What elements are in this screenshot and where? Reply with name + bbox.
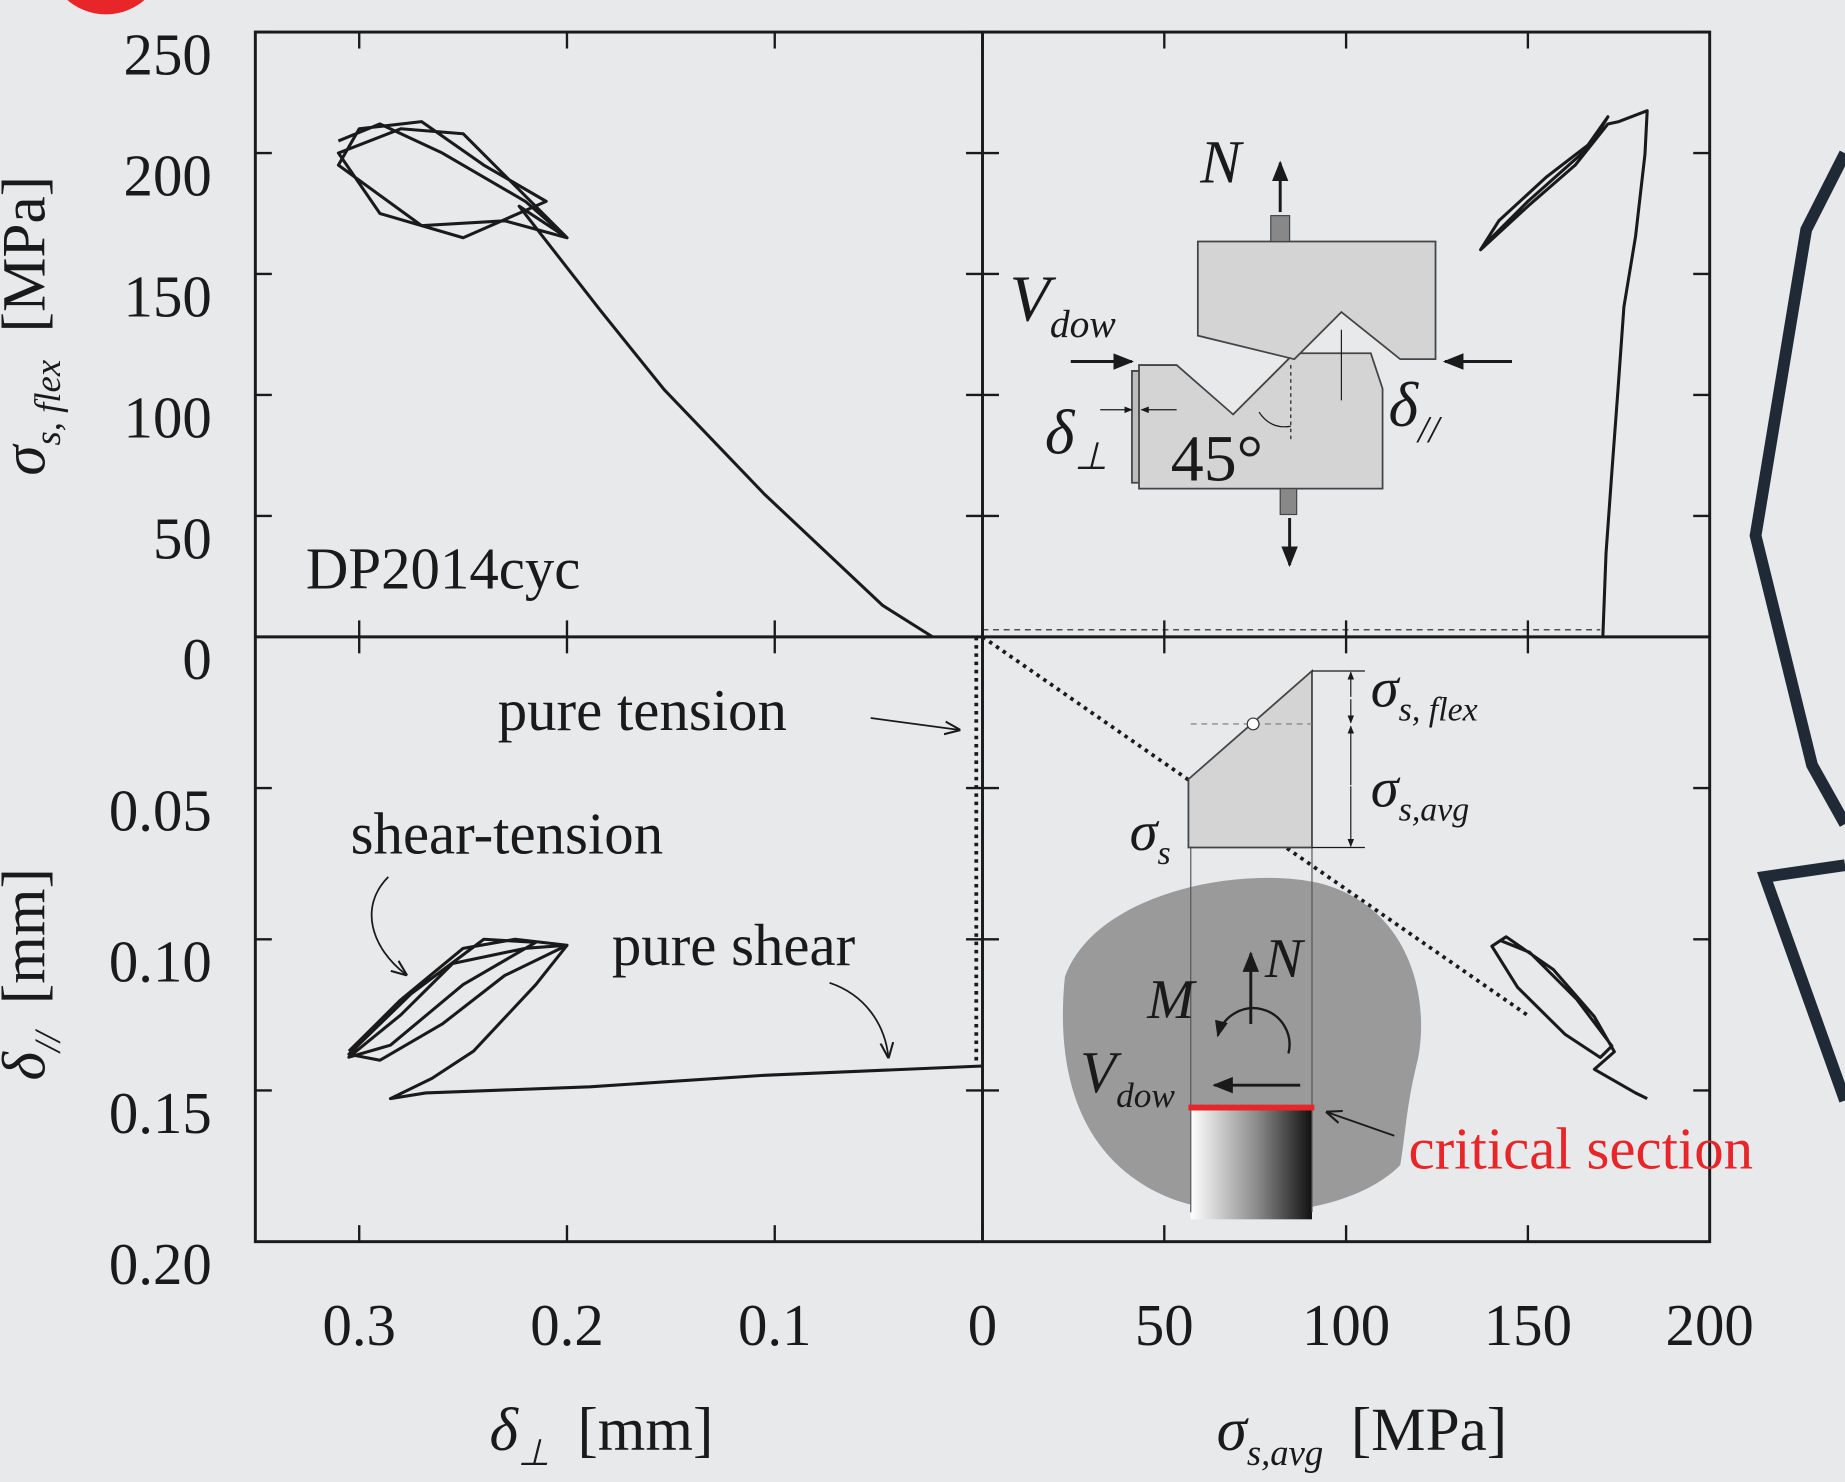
annotation: pure tension <box>498 678 787 743</box>
y-tick-label: 200 <box>124 143 212 208</box>
label: σs,avg [MPa] <box>1217 1396 1507 1473</box>
label-symbol: σ <box>0 443 59 476</box>
plots <box>255 30 1711 1243</box>
x-tick-label: 150 <box>1484 1293 1572 1358</box>
label-subscript: ⊥ <box>518 1432 550 1473</box>
label-unit: [MPa] <box>1351 1396 1507 1464</box>
y-tick-label: 0.10 <box>109 930 212 995</box>
label-subscript: // <box>1416 409 1443 451</box>
label-symbol: σ <box>1217 1396 1250 1464</box>
label-symbol: σ <box>1371 757 1401 819</box>
label: δ⊥ [mm] <box>489 1396 713 1473</box>
label: δ// [mm] <box>0 868 68 1080</box>
y-tick-label: 0.20 <box>109 1232 212 1297</box>
y-tick-label: 100 <box>124 385 212 450</box>
inset-label: N <box>1264 928 1306 990</box>
y-tick-label: 250 <box>124 22 212 87</box>
label-unit: [mm] <box>577 1396 713 1464</box>
label-subscript: s, flex <box>27 359 68 445</box>
label-subscript: s,avg <box>1399 791 1470 828</box>
label-symbol: V <box>1080 1040 1122 1105</box>
annotation-arrow <box>370 876 406 975</box>
data-line <box>1479 109 1649 637</box>
x-tick-label: 0.3 <box>322 1293 396 1358</box>
x-tick-label: 0.2 <box>530 1293 604 1358</box>
label-symbol: δ <box>1045 396 1076 467</box>
inset-label: 45° <box>1171 422 1263 495</box>
inset-label: N <box>1199 129 1244 197</box>
x-tick-label: 100 <box>1302 1293 1390 1358</box>
label-symbol: δ <box>0 1050 59 1080</box>
annotation: shear-tension <box>351 801 663 866</box>
label-unit: [mm] <box>0 868 59 1004</box>
y-tick-label: 0.05 <box>109 778 212 843</box>
label-subscript: s <box>1157 835 1170 872</box>
label: σs, flex <box>1371 657 1478 728</box>
label-symbol: σ <box>1371 657 1401 719</box>
label-symbol: δ <box>489 1396 519 1464</box>
data-line <box>981 635 1531 1019</box>
label-unit: [MPa] <box>0 176 59 332</box>
label-subscript: s,avg <box>1247 1432 1323 1473</box>
label: Vdow <box>1010 262 1117 345</box>
label-subscript: ⊥ <box>1074 436 1107 478</box>
corner-badge <box>67 0 145 15</box>
label-symbol: σ <box>1130 801 1160 863</box>
label: δ⊥ <box>1045 396 1108 478</box>
label: σs,avg <box>1371 757 1469 828</box>
data-line <box>347 937 983 1101</box>
annotation: critical section <box>1408 1117 1753 1182</box>
label: σs, flex [MPa] <box>0 176 68 476</box>
y-tick-label: 0 <box>182 627 211 692</box>
x-tick-label: 0 <box>968 1293 997 1358</box>
label: δ// <box>1388 369 1442 451</box>
data-line <box>336 120 934 639</box>
side-decoration <box>1757 859 1845 1103</box>
section-inset <box>1062 669 1422 1220</box>
label-subscript: // <box>27 1029 68 1054</box>
x-tick-label: 0.1 <box>738 1293 812 1358</box>
y-tick-label: 150 <box>124 264 212 329</box>
inset-label: M <box>1146 969 1197 1031</box>
label-symbol: V <box>1010 262 1057 335</box>
label-symbol: δ <box>1388 369 1419 440</box>
y-tick-label: 0.15 <box>109 1081 212 1146</box>
side-decoration <box>1749 150 1845 827</box>
annotation: DP2014cyc <box>306 537 581 602</box>
x-tick-label: 50 <box>1135 1293 1194 1358</box>
y-tick-label: 50 <box>153 506 212 571</box>
label: σs <box>1130 801 1171 872</box>
label-subscript: dow <box>1050 302 1117 346</box>
x-tick-label: 200 <box>1666 1293 1754 1358</box>
label-subscript: s, flex <box>1399 691 1478 728</box>
label-subscript: dow <box>1116 1076 1175 1115</box>
specimen-inset <box>1070 160 1513 568</box>
annotation-arrow <box>829 981 889 1057</box>
annotation-arrow <box>870 717 959 730</box>
data-line <box>1490 935 1648 1100</box>
label: Vdow <box>1080 1040 1175 1115</box>
annotation: pure shear <box>612 913 856 978</box>
